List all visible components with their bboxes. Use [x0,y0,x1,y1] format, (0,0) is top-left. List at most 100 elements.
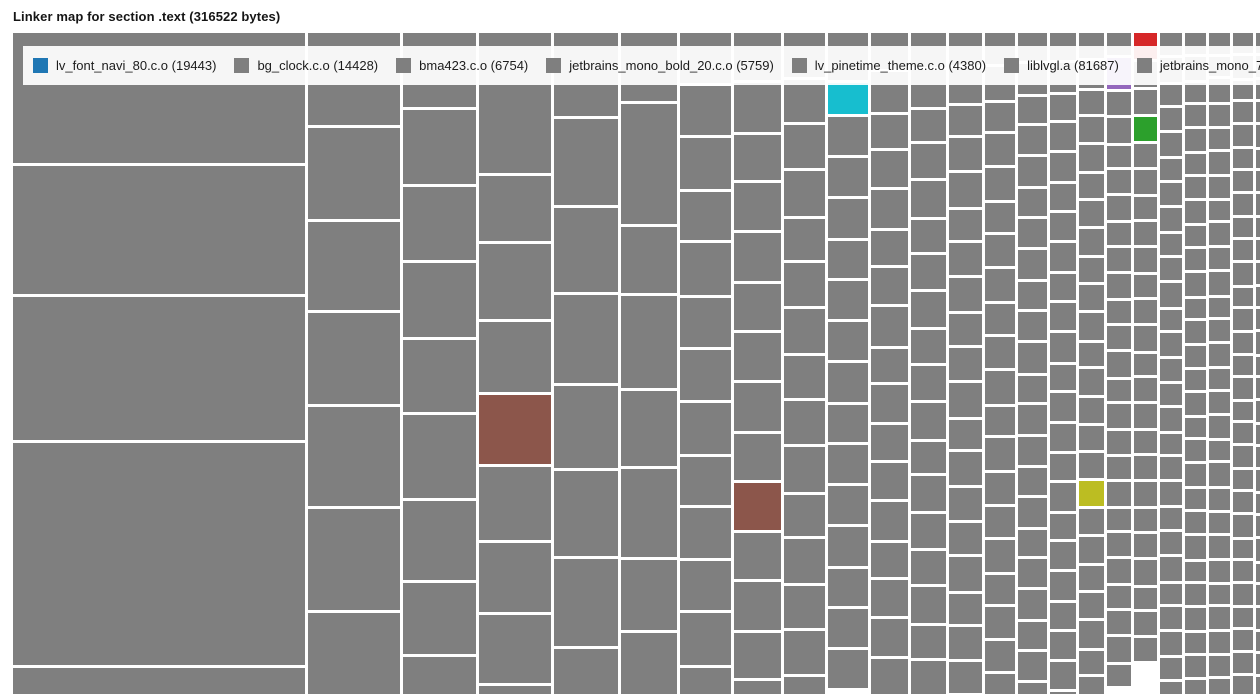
treemap-cell[interactable] [985,371,1015,404]
treemap-cell[interactable] [554,649,618,694]
treemap-cell[interactable] [680,403,731,454]
treemap-cell[interactable] [871,543,908,577]
treemap-cell[interactable] [1018,312,1047,340]
treemap-cell[interactable] [1185,633,1206,653]
treemap-cell[interactable] [1256,240,1260,260]
treemap-cell[interactable] [1050,333,1076,362]
treemap-cell[interactable] [1185,440,1206,461]
treemap-cell[interactable] [479,467,551,540]
treemap-cell[interactable] [479,395,551,464]
treemap-cell[interactable] [1107,611,1131,634]
treemap-cell[interactable] [1050,123,1076,150]
treemap-cell[interactable] [308,222,400,310]
treemap-cell[interactable] [1185,105,1206,126]
treemap-cell[interactable] [1209,679,1230,694]
treemap-cell[interactable] [1185,226,1206,246]
treemap-cell[interactable] [308,407,400,506]
treemap-cell[interactable] [784,80,825,122]
treemap-cell[interactable] [308,509,400,610]
treemap-cell[interactable] [1079,229,1104,255]
treemap-cell[interactable] [1160,333,1182,356]
treemap-cell[interactable] [949,594,982,624]
treemap-cell[interactable] [1233,584,1253,605]
treemap-cell[interactable] [911,144,946,178]
treemap-cell[interactable] [1079,651,1104,674]
treemap-cell[interactable] [1256,80,1260,99]
treemap-cell[interactable] [1018,683,1047,694]
treemap-cell[interactable] [680,350,731,400]
treemap-cell[interactable] [1233,240,1253,260]
treemap-cell[interactable] [1134,326,1157,351]
treemap-cell[interactable] [1160,457,1182,479]
treemap-cell[interactable] [680,613,731,665]
treemap-cell[interactable] [1185,129,1206,151]
treemap-cell[interactable] [828,117,868,155]
treemap-cell[interactable] [949,557,982,591]
treemap-cell[interactable] [784,677,825,694]
treemap-cell[interactable] [621,227,677,293]
treemap-cell[interactable] [1160,183,1182,205]
treemap-cell[interactable] [1233,540,1253,558]
treemap-cell[interactable] [1233,309,1253,330]
treemap-cell[interactable] [1233,676,1253,694]
treemap-cell[interactable] [784,447,825,492]
treemap-cell[interactable] [911,442,946,473]
treemap-cell[interactable] [1256,102,1260,122]
treemap-cell[interactable] [949,420,982,449]
treemap-cell[interactable] [949,523,982,554]
treemap-cell[interactable] [985,507,1015,537]
treemap-cell[interactable] [1185,273,1206,296]
treemap-cell[interactable] [949,662,982,693]
treemap-cell[interactable] [1256,470,1260,491]
treemap-cell[interactable] [1050,303,1076,330]
treemap-cell[interactable] [1079,677,1104,694]
treemap-cell[interactable] [949,348,982,380]
treemap-cell[interactable] [784,495,825,536]
treemap-cell[interactable] [1050,603,1076,629]
treemap-cell[interactable] [1256,654,1260,674]
treemap-cell[interactable] [1185,321,1206,343]
treemap-cell[interactable] [1185,154,1206,174]
treemap-cell[interactable] [1160,482,1182,505]
treemap-cell[interactable] [734,284,781,330]
treemap-cell[interactable] [1018,157,1047,186]
treemap-cell[interactable] [985,473,1015,504]
treemap-cell[interactable] [949,627,982,659]
treemap-cell[interactable] [985,540,1015,572]
treemap-cell[interactable] [985,607,1015,638]
treemap-cell[interactable] [1018,189,1047,216]
treemap-cell[interactable] [1018,219,1047,247]
treemap-cell[interactable] [734,333,781,380]
treemap-cell[interactable] [1160,408,1182,431]
treemap-cell[interactable] [308,313,400,404]
treemap-cell[interactable] [828,445,868,483]
treemap-cell[interactable] [1018,590,1047,619]
treemap-cell[interactable] [985,407,1015,435]
treemap-cell[interactable] [1079,117,1104,142]
treemap-cell[interactable] [949,278,982,311]
treemap-cell[interactable] [784,171,825,216]
treemap-cell[interactable] [1185,370,1206,390]
treemap-cell[interactable] [1079,426,1104,450]
treemap-cell[interactable] [1107,509,1131,530]
treemap-cell[interactable] [985,235,1015,266]
treemap-cell[interactable] [1134,300,1157,323]
treemap-cell[interactable] [680,457,731,505]
treemap-cell[interactable] [1256,150,1260,168]
treemap-cell[interactable] [985,337,1015,368]
treemap-cell[interactable] [1079,509,1104,534]
treemap-cell[interactable] [1018,343,1047,373]
treemap-cell[interactable] [1107,146,1131,167]
treemap-cell[interactable] [1134,248,1157,272]
treemap-cell[interactable] [1185,346,1206,367]
treemap-cell[interactable] [871,425,908,460]
treemap-cell[interactable] [1233,125,1253,146]
treemap-cell[interactable] [1018,652,1047,680]
treemap-cell[interactable] [1160,532,1182,554]
treemap-cell[interactable] [1050,692,1076,694]
treemap-cell[interactable] [1107,482,1131,506]
treemap-cell[interactable] [1107,301,1131,323]
treemap-cell[interactable] [554,119,618,205]
treemap-cell[interactable] [1233,423,1253,443]
treemap-cell[interactable] [1134,354,1157,375]
